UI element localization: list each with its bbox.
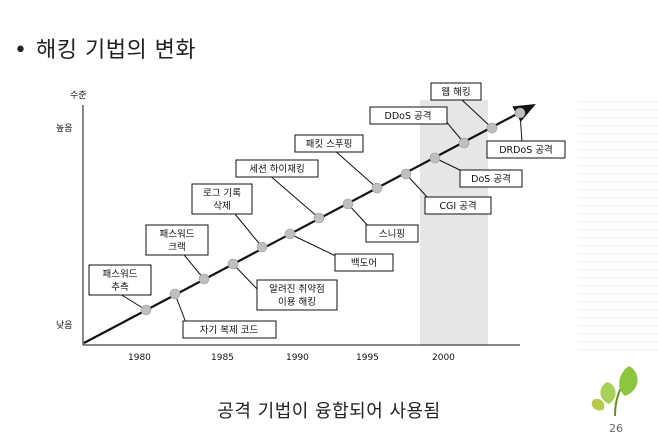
x-tick-label: 1995 xyxy=(356,353,379,363)
label-backdoor: 백도어 xyxy=(334,253,394,272)
label-cgi-attack: CGI 공격 xyxy=(424,196,492,215)
label-ddos: DDoS 공격 xyxy=(369,106,448,125)
label-password-crack: 패스워드 크랙 xyxy=(145,224,209,256)
title-text: 해킹 기법의 변화 xyxy=(36,38,197,63)
label-text: 세션 하이재킹 xyxy=(249,163,304,175)
label-sniffing: 스니핑 xyxy=(365,224,419,243)
label-text: 이용 해킹 xyxy=(278,296,316,308)
milestone-dot xyxy=(198,273,210,285)
highlight-band xyxy=(420,100,488,345)
x-tick-labels: 1980 1985 1990 1995 2000 xyxy=(128,353,455,363)
slide-title: • 해킹 기법의 변화 xyxy=(14,32,196,64)
x-tick-label: 1980 xyxy=(128,353,151,363)
label-self-replicating-code: 자기 복제 코드 xyxy=(182,320,277,339)
x-tick-label: 1990 xyxy=(286,353,309,363)
milestone-dots xyxy=(140,107,526,316)
leaf-logo-icon xyxy=(591,366,638,417)
label-text: 웹 해킹 xyxy=(441,86,470,98)
label-text: 추측 xyxy=(111,282,129,293)
label-text: 알려진 취약점 xyxy=(269,283,324,295)
label-text: CGI 공격 xyxy=(439,200,476,212)
label-text: DoS 공격 xyxy=(471,173,511,185)
label-text: DRDoS 공격 xyxy=(499,144,553,156)
label-text: 패스워드 xyxy=(103,269,138,280)
label-dos-attack: DoS 공격 xyxy=(459,169,523,188)
trend-arrow xyxy=(83,103,536,344)
y-axis-low-label: 낮음 xyxy=(56,320,73,331)
label-text: DDoS 공격 xyxy=(385,110,432,122)
x-tick-label: 2000 xyxy=(432,353,455,363)
below-labels: 자기 복제 코드 알려진 취약점 이용 해킹 백도어 스니핑 CGI 공격 Do… xyxy=(182,140,566,339)
milestone-dot xyxy=(227,258,239,270)
background-decoration xyxy=(578,95,658,355)
milestone-dot xyxy=(256,241,268,253)
milestone-dot xyxy=(342,198,354,210)
x-tick-label: 1985 xyxy=(211,353,234,363)
label-drdos-attack: DRDoS 공격 xyxy=(486,140,566,159)
title-bullet: • xyxy=(14,38,28,63)
milestone-dot xyxy=(429,152,441,164)
label-text: 크랙 xyxy=(168,242,185,253)
milestone-dot xyxy=(458,137,470,149)
above-labels: 패스워드 추측 패스워드 크랙 로그 기록 삭제 세션 하이재킹 패킷 스푸핑 … xyxy=(88,82,482,296)
y-axis-high-label: 높음 xyxy=(56,123,73,134)
milestone-dot xyxy=(313,212,325,224)
milestone-dot xyxy=(169,288,181,300)
label-packet-spoofing: 패킷 스푸핑 xyxy=(294,134,364,153)
label-password-guess: 패스워드 추측 xyxy=(88,264,152,296)
label-text: 패스워드 xyxy=(160,229,195,240)
label-text: 로그 기록 xyxy=(203,188,241,199)
label-text: 패킷 스푸핑 xyxy=(306,138,353,150)
label-session-hijacking: 세션 하이재킹 xyxy=(235,159,319,178)
y-axis-title: 수준 xyxy=(70,90,87,101)
milestone-dot xyxy=(486,122,498,134)
label-text: 자기 복제 코드 xyxy=(200,325,259,336)
label-text: 삭제 xyxy=(213,201,230,212)
label-known-vuln-hacking: 알려진 취약점 이용 해킹 xyxy=(256,279,338,311)
milestone-dot xyxy=(514,107,526,119)
slide-caption: 공격 기법이 융합되어 사용됨 xyxy=(217,401,441,422)
milestone-dot xyxy=(284,228,296,240)
label-web-hacking: 웹 해킹 xyxy=(430,82,482,101)
label-text: 스니핑 xyxy=(379,229,405,240)
milestone-dot xyxy=(140,304,152,316)
milestone-dot xyxy=(371,182,383,194)
label-log-deletion: 로그 기록 삭제 xyxy=(191,183,253,215)
milestone-dot xyxy=(400,168,412,180)
label-text: 백도어 xyxy=(351,258,377,269)
page-number: 26 xyxy=(609,422,623,435)
